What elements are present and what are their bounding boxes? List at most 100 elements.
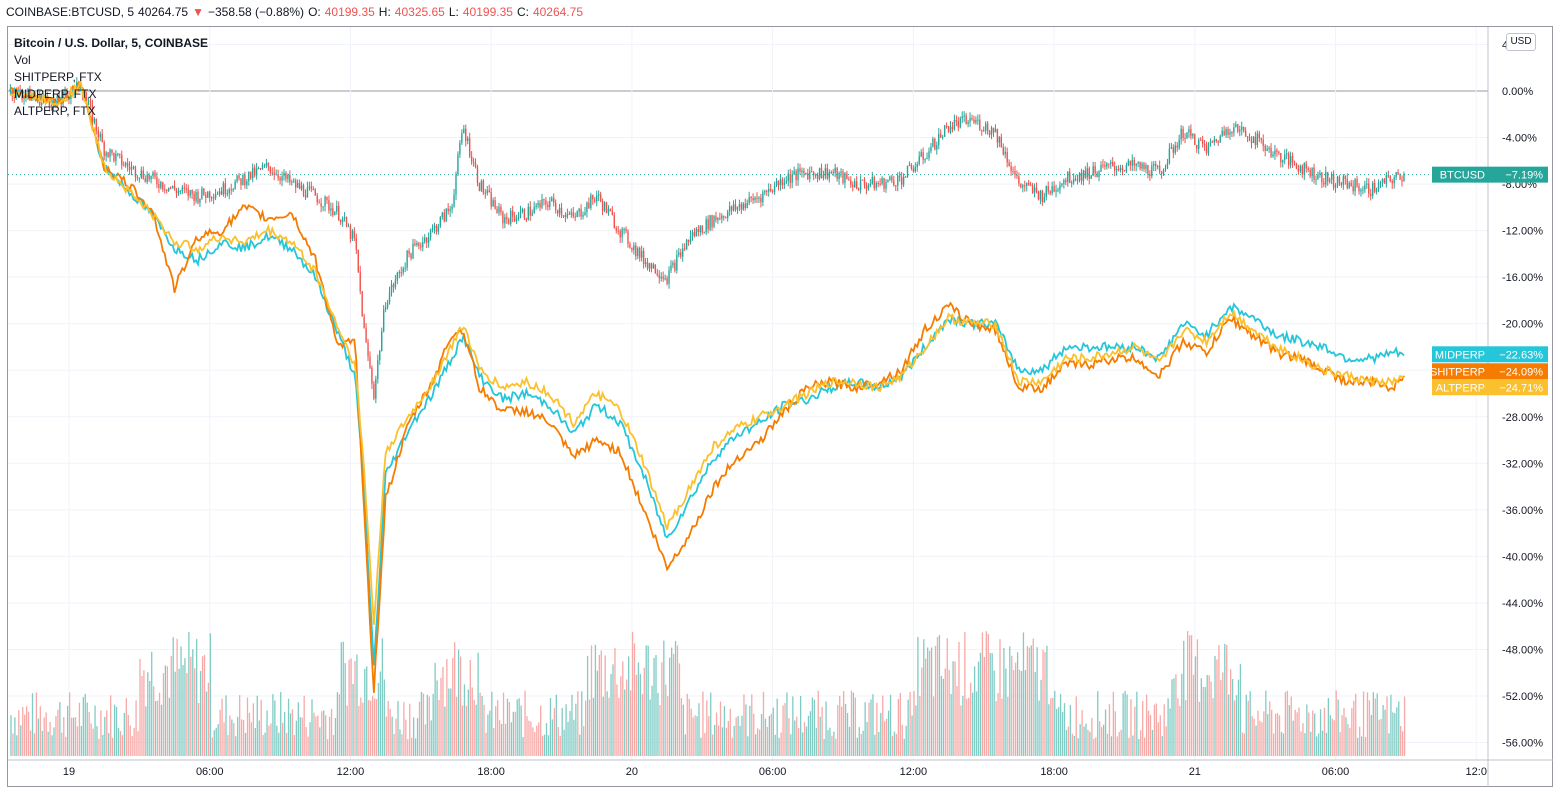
btc-candle (310, 186, 313, 190)
btc-candle (295, 180, 297, 188)
x-tick-label: 06:00 (759, 766, 787, 778)
volume-bar (627, 656, 630, 756)
legend-shitperp[interactable]: SHITPERP, FTX (14, 70, 102, 84)
btc-candle (357, 249, 359, 272)
volume-bar (1368, 700, 1371, 756)
currency-button[interactable]: USD (1506, 33, 1536, 51)
btc-candle (470, 156, 473, 162)
btc-candle (1315, 179, 1317, 181)
volume-bar (1003, 647, 1005, 756)
chart-frame[interactable] (7, 26, 1553, 787)
btc-candle (578, 208, 580, 212)
volume-bar (1009, 646, 1011, 756)
btc-candle (406, 250, 408, 268)
btc-candle (336, 205, 338, 212)
btc-candle (678, 252, 680, 255)
volume-bar (538, 722, 540, 756)
btc-candle (904, 176, 907, 178)
volume-bar (827, 729, 829, 756)
volume-bar (530, 721, 532, 756)
btc-candle (553, 197, 555, 203)
volume-bar (1329, 715, 1331, 756)
volume-bar (92, 728, 94, 756)
volume-bar (1298, 707, 1300, 756)
volume-bar (248, 712, 251, 756)
volume-bar (1398, 701, 1400, 756)
btc-candle (1045, 186, 1047, 197)
btc-candle (1344, 176, 1347, 180)
volume-bar (364, 668, 366, 756)
btc-candle (1237, 124, 1239, 132)
legend-altperp[interactable]: ALTPERP, FTX (14, 104, 96, 118)
legend-volume[interactable]: Vol (14, 53, 31, 67)
volume-bar (16, 735, 18, 756)
volume-bar (1267, 714, 1269, 756)
volume-bar (1093, 738, 1095, 756)
volume-bar (547, 735, 550, 756)
volume-bar (268, 725, 270, 756)
volume-bar (1364, 736, 1367, 756)
btc-candle (216, 193, 219, 195)
btc-candle (1233, 127, 1235, 133)
volume-bar (231, 719, 233, 756)
btc-candle (1334, 185, 1337, 188)
btc-candle (97, 130, 100, 138)
btc-candle (80, 89, 82, 91)
btc-candle (594, 199, 596, 202)
btc-candle (1180, 128, 1182, 140)
btc-candle (463, 128, 465, 134)
volume-bar (1325, 732, 1328, 756)
btc-candle (1336, 176, 1339, 186)
volume-bar (96, 726, 98, 756)
volume-bar (690, 708, 692, 756)
btc-candle (111, 149, 113, 153)
btc-candle (1328, 179, 1331, 182)
volume-bar (1308, 712, 1310, 756)
legend-main-series[interactable]: Bitcoin / U.S. Dollar, 5, COINBASE (14, 36, 209, 50)
volume-bar (950, 693, 952, 756)
btc-candle (877, 183, 879, 185)
btc-candle (177, 190, 180, 194)
btc-candle (281, 176, 283, 181)
btc-candle (465, 128, 467, 141)
btc-candle (451, 206, 453, 210)
volume-bar (870, 699, 872, 756)
btc-candle (660, 276, 662, 279)
btc-candle (212, 197, 215, 199)
btc-candle (654, 264, 657, 274)
volume-bar (1243, 733, 1245, 756)
x-tick-label: 12:00 (337, 766, 365, 778)
volume-bar (1097, 691, 1099, 756)
volume-bar (995, 701, 997, 756)
btc-candle (818, 167, 821, 179)
volume-bar (1206, 674, 1208, 756)
volume-bar (1312, 710, 1314, 756)
btc-candle (605, 202, 608, 214)
btc-candle (1203, 144, 1206, 146)
btc-candle (1067, 171, 1069, 183)
btc-candle (1010, 166, 1012, 171)
btc-candle (705, 219, 707, 233)
volume-bar (59, 702, 61, 756)
legend-midperp[interactable]: MIDPERP, FTX (14, 87, 97, 101)
btc-candle (756, 197, 758, 199)
btc-candle (508, 219, 510, 224)
btc-candle (996, 128, 999, 143)
btc-candle (836, 167, 838, 180)
volume-bar (575, 703, 577, 756)
volume-bar (102, 734, 104, 756)
volume-bar (1001, 698, 1003, 756)
volume-bar (1132, 735, 1134, 756)
volume-bar (29, 730, 32, 756)
volume-bar (993, 670, 995, 756)
volume-bar (581, 691, 583, 756)
btc-candle (560, 207, 563, 216)
btc-candle (1072, 179, 1075, 183)
open-value: 40199.35 (324, 5, 375, 19)
btc-candle (1389, 176, 1391, 181)
volume-bar (1026, 645, 1029, 756)
volume-bar (508, 701, 511, 756)
volume-bar (952, 661, 954, 756)
btc-candle (1076, 179, 1079, 181)
